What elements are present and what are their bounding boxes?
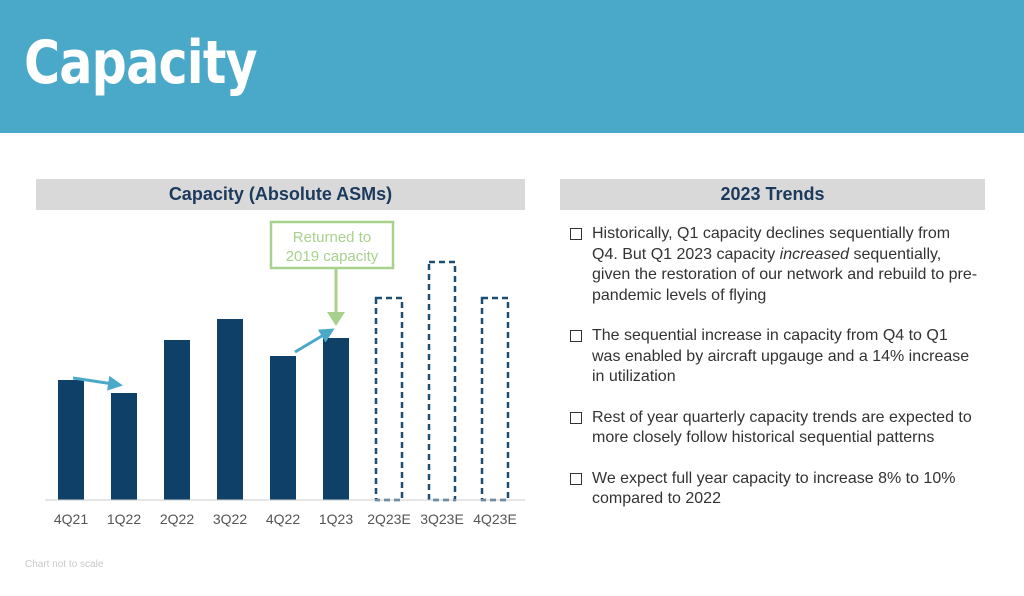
checkbox-bullet-icon <box>570 472 582 485</box>
checkbox-bullet-icon <box>570 411 582 424</box>
trend-bullet: The sequential increase in capacity from… <box>570 326 980 388</box>
bullet-text: Historically, Q1 capacity declines seque… <box>592 225 951 263</box>
trend-bullet: Rest of year quarterly capacity trends a… <box>570 408 980 449</box>
trends-panel-heading: 2023 Trends <box>560 179 985 210</box>
page-title: Capacity <box>24 28 258 98</box>
bullet-text: Rest of year quarterly capacity trends a… <box>592 408 972 447</box>
capacity-bar-chart: 4Q21 1Q22 2Q22 3Q22 4Q22 1Q23 2Q23E 3Q23E 4Q23E … <box>45 220 525 527</box>
trend-arrow-down <box>72 375 123 391</box>
x-tick-label: 4Q21 <box>54 511 88 527</box>
x-tick-label: 1Q22 <box>107 511 141 527</box>
bar-1Q23 <box>323 338 349 500</box>
bar-estimate-4Q23E <box>480 296 510 502</box>
trend-bullet: Historically, Q1 capacity declines seque… <box>570 224 980 306</box>
x-tick-label: 2Q22 <box>160 511 194 527</box>
bar-4Q22 <box>270 356 296 500</box>
callout-box <box>269 220 395 270</box>
bullet-text: sequentially, given the restoration of o… <box>592 245 978 304</box>
bar-1Q22 <box>111 393 137 500</box>
bullet-text: The sequential increase in capacity from… <box>592 327 970 385</box>
header-banner: Capacity <box>0 0 1024 133</box>
x-tick-label: 3Q22 <box>213 511 247 527</box>
x-tick-label: 3Q23E <box>420 511 464 527</box>
checkbox-bullet-icon <box>570 228 582 240</box>
x-tick-label: 4Q22 <box>266 511 300 527</box>
trend-bullet: We expect full year capacity to increase… <box>570 469 980 510</box>
x-tick-label: 1Q23 <box>319 511 353 527</box>
bar-3Q22 <box>217 319 243 500</box>
x-tick-label: 2Q23E <box>367 511 411 527</box>
bullet-emphasis: increased <box>779 245 850 263</box>
bullet-text: We expect full year capacity to increase… <box>592 469 956 508</box>
bar-2Q22 <box>164 340 190 500</box>
chart-footnote: Chart not to scale <box>25 559 104 570</box>
chart-panel-heading: Capacity (Absolute ASMs) <box>36 179 525 210</box>
checkbox-bullet-icon <box>570 330 582 342</box>
callout-text: 2019 capacity <box>286 248 379 265</box>
trends-bullet-list: Historically, Q1 capacity declines seque… <box>570 224 980 530</box>
callout-text: Returned to <box>293 229 371 246</box>
bar-estimate-3Q23E <box>427 260 457 502</box>
x-tick-label: 4Q23E <box>473 511 517 527</box>
bar-estimate-2Q23E <box>374 296 404 502</box>
bar-4Q21 <box>58 380 84 500</box>
trend-arrow-up <box>294 328 335 354</box>
callout-arrow-head-icon <box>327 312 345 326</box>
